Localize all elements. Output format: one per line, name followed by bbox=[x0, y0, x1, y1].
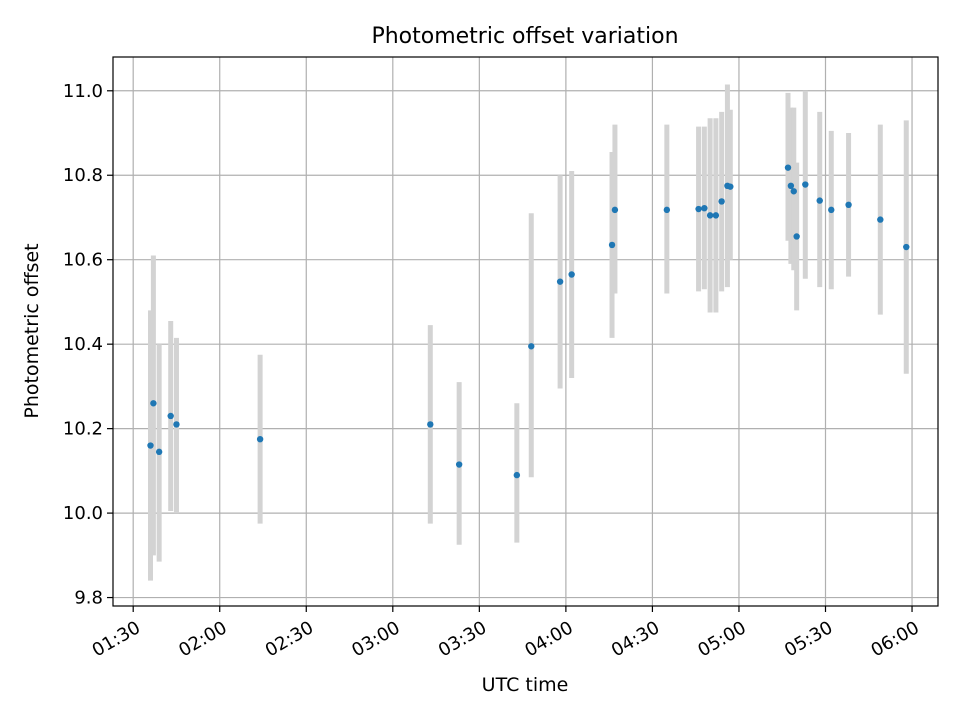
data-point bbox=[787, 182, 795, 190]
data-point bbox=[701, 204, 708, 212]
data-point bbox=[727, 183, 734, 190]
data-point bbox=[695, 205, 702, 213]
grid-layer bbox=[113, 57, 938, 606]
data-point bbox=[611, 206, 619, 214]
x-tick-label: 01:30 bbox=[89, 617, 144, 661]
data-point bbox=[568, 271, 575, 278]
y-axis-label: Photometric offset bbox=[21, 243, 43, 418]
chart-title: Photometric offset variation bbox=[371, 24, 678, 49]
x-tick-label: 02:30 bbox=[262, 617, 317, 661]
x-tick-label: 03:00 bbox=[348, 617, 403, 661]
errorbar-layer bbox=[148, 84, 909, 581]
y-tick-label: 11.0 bbox=[63, 81, 103, 102]
data-point bbox=[784, 164, 792, 171]
plot-frame bbox=[112, 56, 939, 607]
y-axis-ticks: 9.8 10.0 10.2 10.4 10.6 10.8 11.0 bbox=[63, 81, 113, 609]
data-point bbox=[427, 421, 434, 428]
data-point bbox=[828, 206, 835, 214]
y-tick-label: 10.2 bbox=[63, 419, 103, 440]
x-tick-label: 03:30 bbox=[435, 617, 490, 661]
data-point bbox=[706, 212, 714, 219]
data-point bbox=[556, 278, 564, 285]
data-point bbox=[150, 400, 157, 407]
data-point bbox=[528, 343, 535, 350]
x-tick-label: 04:30 bbox=[608, 617, 663, 661]
y-tick-label: 9.8 bbox=[74, 588, 103, 609]
data-point bbox=[793, 233, 800, 240]
data-point bbox=[877, 216, 884, 223]
data-point bbox=[167, 412, 174, 420]
data-point bbox=[718, 198, 725, 205]
data-point bbox=[790, 188, 797, 195]
data-point bbox=[663, 206, 671, 214]
x-tick-label: 02:00 bbox=[175, 617, 230, 661]
x-tick-label: 04:00 bbox=[521, 617, 576, 661]
y-tick-label: 10.4 bbox=[63, 334, 103, 355]
data-point bbox=[845, 201, 852, 209]
data-point bbox=[147, 442, 154, 449]
data-point bbox=[256, 435, 264, 443]
x-tick-label: 05:00 bbox=[694, 617, 749, 661]
y-tick-label: 10.6 bbox=[63, 250, 103, 271]
data-point bbox=[608, 241, 616, 249]
x-axis-label: UTC time bbox=[482, 674, 569, 696]
data-point bbox=[802, 181, 809, 188]
x-axis-ticks: 01:30 02:00 02:30 03:00 03:30 04:00 04:30 05:00… bbox=[89, 606, 923, 661]
data-point bbox=[455, 461, 463, 468]
data-point bbox=[816, 197, 823, 204]
y-tick-label: 10.8 bbox=[63, 165, 103, 186]
data-point bbox=[173, 421, 180, 428]
data-point bbox=[155, 448, 163, 456]
point-layer bbox=[147, 164, 910, 479]
data-point bbox=[903, 243, 910, 251]
data-point bbox=[513, 471, 521, 479]
x-tick-label: 06:00 bbox=[868, 617, 923, 661]
y-tick-label: 10.0 bbox=[63, 503, 103, 524]
x-tick-label: 05:30 bbox=[781, 617, 836, 661]
data-point bbox=[712, 212, 720, 219]
